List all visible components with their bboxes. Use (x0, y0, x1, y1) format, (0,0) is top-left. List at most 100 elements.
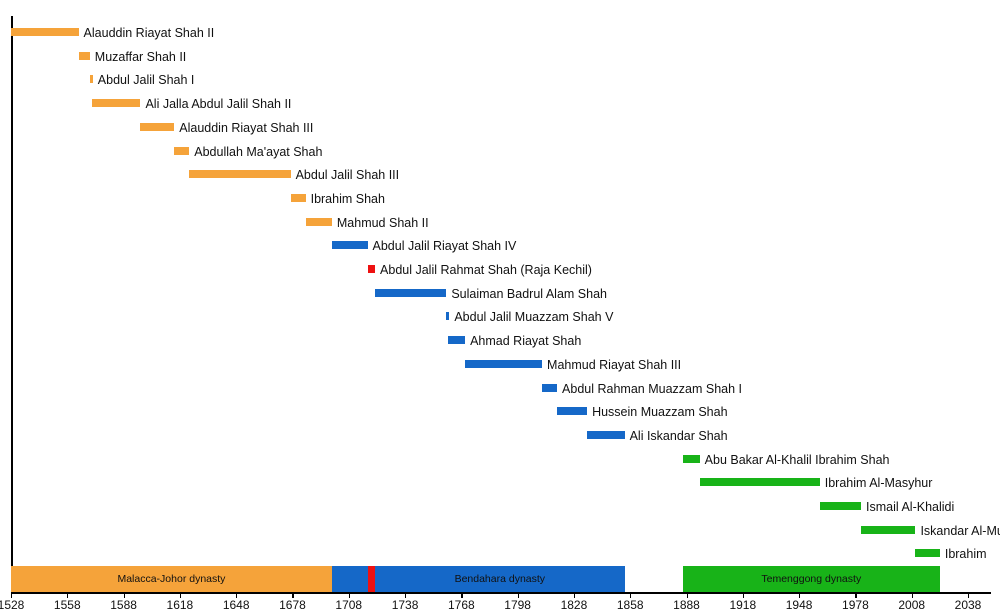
x-axis-tick (686, 592, 688, 598)
timeline-bar-label: Ali Iskandar Shah (629, 428, 728, 443)
timeline-row: Ibrahim Shah (0, 188, 1000, 212)
timeline-bar[interactable] (331, 241, 368, 250)
timeline-bar[interactable] (140, 122, 175, 131)
dynasty-segment-label: Bendahara dynasty (454, 573, 546, 585)
x-axis-tick-label: 1978 (842, 598, 869, 612)
x-axis-tick (123, 592, 125, 598)
x-axis-tick-label: 1918 (729, 598, 757, 612)
x-axis-tick-label: 1648 (222, 598, 250, 612)
dynasty-segment[interactable] (682, 566, 940, 592)
timeline-row: Abdul Jalil Shah I (0, 69, 1000, 93)
x-axis-tick-label: 1768 (447, 598, 475, 612)
x-axis-tick-label: 1588 (110, 598, 137, 612)
timeline-bar-label: Mahmud Shah II (336, 215, 429, 230)
y-axis-spine (11, 16, 13, 566)
timeline-bar-label: Abdul Jalil Shah III (295, 168, 400, 183)
dynasty-segment[interactable] (367, 566, 376, 592)
x-axis-tick-label: 1618 (166, 598, 194, 612)
timeline-row: Muzaffar Shah II (0, 46, 1000, 70)
timeline-row: Abdul Jalil Rahmat Shah (Raja Kechil) (0, 259, 1000, 283)
timeline-bar[interactable] (91, 99, 141, 108)
timeline-bar[interactable] (367, 265, 376, 273)
timeline-bar[interactable] (305, 217, 332, 226)
x-axis-tick (573, 592, 576, 598)
timeline-bar-label: Abu Bakar Al-Khalil Ibrahim Shah (704, 452, 890, 467)
x-axis-tick-label: 1558 (53, 598, 81, 612)
timeline-bar[interactable] (699, 478, 820, 487)
x-axis-tick (11, 592, 13, 598)
plot-area: Alauddin Riayat Shah II Muzaffar Shah II A… (0, 16, 1000, 567)
timeline-row: Ali Iskandar Shah (0, 425, 1000, 449)
timeline-row: Ahmad Riayat Shah (0, 330, 1000, 354)
timeline-bar-label: Abdul Jalil Shah I (97, 73, 195, 88)
dynasty-segment[interactable] (11, 566, 332, 592)
timeline-bar-label: Ibrahim (944, 547, 987, 562)
x-axis-tick-label: 1528 (0, 598, 25, 612)
dynasty-segment[interactable] (375, 566, 625, 592)
timeline-bar[interactable] (78, 51, 90, 60)
timeline-bar-label: Abdul Rahman Muazzam Shah I (562, 381, 743, 396)
timeline-row: Mahmud Riayat Shah III (0, 354, 1000, 378)
x-axis-tick (292, 592, 294, 598)
timeline-bar[interactable] (587, 430, 625, 439)
dynasty-segment-label: Temenggong dynasty (761, 573, 862, 585)
timeline-bar[interactable] (375, 288, 447, 297)
timeline-row: Abu Bakar Al-Khalil Ibrahim Shah (0, 449, 1000, 473)
dynasty-summary-band: Malacca-Johor dynasty Bendahara dynasty Te… (0, 566, 1000, 592)
timeline-bar[interactable] (682, 454, 700, 463)
x-axis-tick-label: 1828 (560, 598, 588, 612)
timeline-bar[interactable] (448, 336, 466, 345)
timeline-bar-label: Ibrahim Shah (310, 191, 385, 206)
timeline-row: Ibrahim Al-Masyhur (0, 472, 1000, 496)
timeline-bar-label: Abdullah Ma'ayat Shah (194, 144, 323, 159)
timeline-row: Abdul Jalil Shah III (0, 164, 1000, 188)
x-axis-tick-label: 1858 (616, 598, 644, 612)
timeline-bar[interactable] (557, 407, 588, 416)
x-axis-tick (348, 592, 350, 598)
x-axis-tick (968, 592, 970, 598)
timeline-bar[interactable] (465, 359, 543, 368)
timeline-bar[interactable] (861, 525, 916, 534)
x-axis-tick-label: 2008 (898, 598, 926, 612)
timeline-bar-label: Muzaffar Shah II (94, 49, 187, 64)
timeline-bar-label: Abdul Jalil Muazzam Shah V (454, 310, 614, 325)
timeline-row: Abdullah Ma'ayat Shah (0, 141, 1000, 165)
timeline-row: Hussein Muazzam Shah (0, 401, 1000, 425)
timeline-row: Alauddin Riayat Shah III (0, 117, 1000, 141)
x-axis-tick-label: 2038 (954, 598, 982, 612)
timeline-bar[interactable] (819, 502, 862, 510)
timeline-row: Mahmud Shah II (0, 212, 1000, 236)
x-axis-tick-label: 1888 (673, 598, 700, 612)
dynasty-segment[interactable] (331, 566, 368, 592)
x-axis-tick (855, 592, 857, 598)
timeline-row: Abdul Rahman Muazzam Shah I (0, 378, 1000, 402)
timeline-bar[interactable] (11, 28, 79, 36)
x-axis-tick (236, 592, 238, 598)
timeline-bar[interactable] (446, 312, 450, 321)
x-axis-tick-label: 1738 (391, 598, 419, 612)
x-axis-line (11, 592, 991, 594)
timeline-row: Ismail Al-Khalidi (0, 496, 1000, 520)
x-axis: 1528 1558 1588 1618 1648 1678 1708 1738 1768 1798… (0, 592, 1000, 615)
timeline-bar[interactable] (290, 193, 306, 202)
timeline-bar-label: Abdul Jalil Rahmat Shah (Raja Kechil) (380, 263, 592, 277)
x-axis-tick (911, 592, 913, 598)
timeline-bar[interactable] (542, 383, 558, 392)
timeline-row: Abdul Jalil Muazzam Shah V (0, 306, 1000, 330)
timeline-row: Alauddin Riayat Shah II (0, 22, 1000, 46)
timeline-bar-label: Iskandar Al-Mu (920, 523, 1000, 538)
x-axis-tick-label: 1678 (279, 598, 306, 612)
x-axis-tick (461, 592, 463, 598)
timeline-bar[interactable] (174, 146, 190, 155)
timeline-bar-label: Mahmud Riayat Shah III (547, 357, 682, 372)
timeline-bar-label: Abdul Jalil Riayat Shah IV (372, 239, 517, 254)
x-axis-tick (179, 592, 182, 598)
timeline-row: Abdul Jalil Riayat Shah IV (0, 235, 1000, 259)
timeline-bar[interactable] (915, 549, 940, 558)
timeline-bar-label: Alauddin Riayat Shah III (179, 120, 314, 135)
timeline-row: Ibrahim (0, 543, 1000, 567)
timeline-bar-label: Ahmad Riayat Shah (470, 334, 582, 349)
timeline-bar[interactable] (189, 170, 291, 179)
timeline-bar[interactable] (89, 75, 93, 84)
